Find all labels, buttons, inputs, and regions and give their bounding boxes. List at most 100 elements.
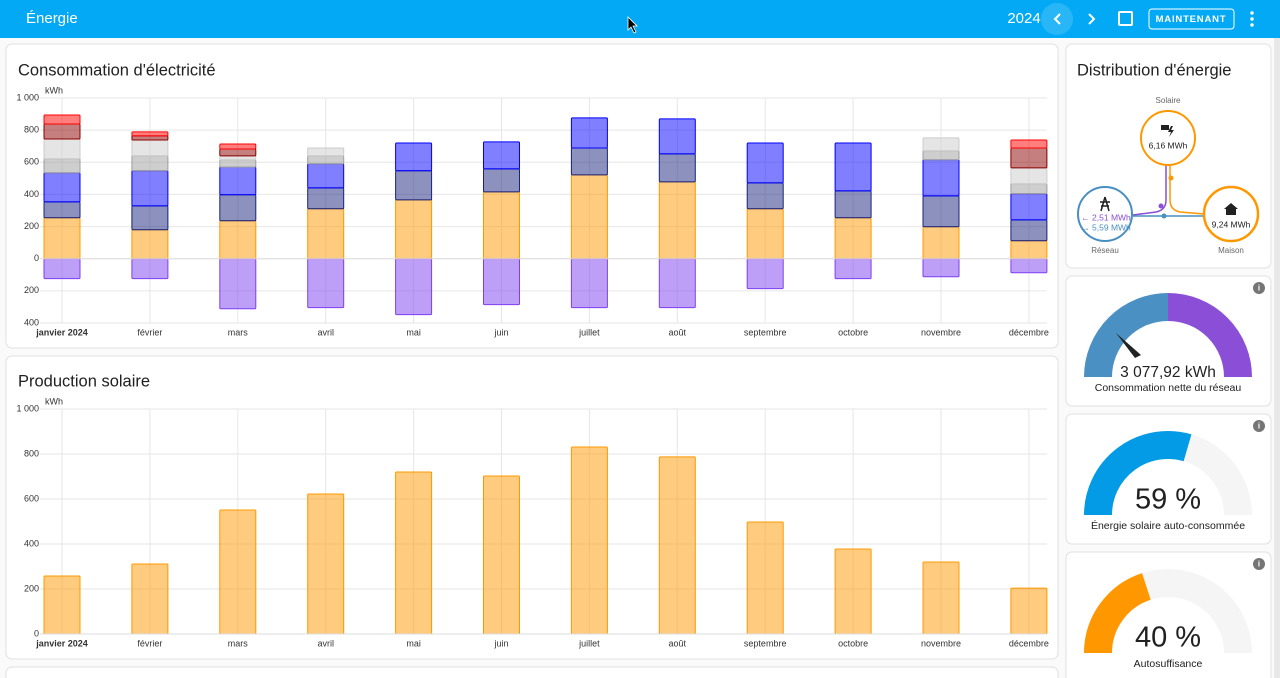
x-tick-label: mai <box>406 327 421 337</box>
gauge-value <box>1084 431 1192 516</box>
x-tick-label: janvier 2024 <box>35 638 88 648</box>
y-tick-label: 600 <box>24 493 39 503</box>
y-tick-label: 400 <box>24 538 39 548</box>
y-tick-label: 800 <box>24 448 39 458</box>
bar-segment <box>131 258 169 280</box>
bar-segment <box>219 194 257 222</box>
bar-segment <box>570 446 608 635</box>
bar-segment <box>834 217 872 260</box>
y-tick-label: 1 000 <box>16 92 39 102</box>
solar-icon <box>1161 125 1174 137</box>
bar-segment <box>307 163 345 189</box>
calendar-button[interactable] <box>1118 11 1133 26</box>
gauge-value-label: 40 % <box>1135 622 1201 654</box>
bar-segment <box>131 139 169 157</box>
bar-segment <box>307 258 345 309</box>
gauge-value-label: 59 % <box>1135 484 1201 516</box>
y-tick-label: 0 <box>34 253 39 263</box>
card <box>5 666 1059 678</box>
bar-segment <box>43 258 81 280</box>
unit-label: kWh <box>45 396 63 406</box>
grid-node <box>1077 186 1133 242</box>
bar-segment <box>43 138 81 160</box>
y-tick-label: 600 <box>24 157 39 167</box>
bar-segment <box>219 148 257 157</box>
bar-segment <box>570 117 608 149</box>
x-tick-label: juillet <box>578 327 600 337</box>
card <box>1065 551 1272 678</box>
bar-segment <box>219 258 257 310</box>
bar-segment <box>307 208 345 260</box>
next-button[interactable] <box>1088 13 1096 25</box>
gauge-label: Autosuffisance <box>1134 658 1203 670</box>
bar-segment <box>922 561 960 635</box>
bar-segment <box>570 147 608 176</box>
info-icon <box>1253 420 1265 432</box>
bar-segment <box>131 131 169 137</box>
bar-segment <box>658 181 696 260</box>
bar-segment <box>1010 219 1048 242</box>
bar-segment <box>658 153 696 183</box>
x-tick-label: avril <box>317 327 334 337</box>
bar-segment <box>834 142 872 192</box>
bar-segment <box>307 493 345 635</box>
bar-segment <box>307 155 345 165</box>
gauge-label: Énergie solaire auto-consommée <box>1091 519 1245 532</box>
bar-segment <box>131 205 169 231</box>
info-icon <box>1253 558 1265 570</box>
bar-segment <box>131 229 169 260</box>
y-tick-label: 200 <box>24 583 39 593</box>
scrollbar[interactable] <box>1274 38 1280 678</box>
card <box>5 355 1059 660</box>
solar-node <box>1140 110 1196 166</box>
bar-segment <box>43 217 81 260</box>
solar-label: Solaire <box>1156 96 1181 105</box>
grid-icon <box>1100 196 1110 212</box>
bar-segment <box>1010 193 1048 221</box>
x-tick-label: mars <box>228 638 248 648</box>
bar-segment <box>570 174 608 260</box>
flow-lines <box>1132 165 1205 217</box>
gauge-arc <box>1084 293 1169 378</box>
x-tick-label: juillet <box>578 638 600 648</box>
y-tick-label: 400 <box>24 189 39 199</box>
cursor <box>627 16 638 34</box>
bar-segment <box>1010 258 1048 274</box>
bar-segment <box>219 155 257 161</box>
prev-icon <box>1053 13 1061 25</box>
info-i: i <box>1258 560 1260 569</box>
bar-segment <box>746 258 784 290</box>
info-icon <box>1253 282 1265 294</box>
bar-segment <box>922 137 960 152</box>
bar-segment <box>483 191 520 260</box>
x-tick-label: février <box>137 327 162 337</box>
gauge-value <box>1084 573 1152 654</box>
bar-segment <box>43 575 81 635</box>
y-tick-label: 800 <box>24 125 39 135</box>
bar-segment <box>43 201 81 219</box>
gauge-value-label: 3 077,92 kWh <box>1120 364 1216 381</box>
x-tick-label: septembre <box>744 327 787 337</box>
bar-segment <box>131 170 169 207</box>
bar-segment <box>395 142 433 172</box>
x-tick-label: juin <box>493 327 508 337</box>
prev-button[interactable] <box>1041 3 1073 35</box>
bar-segment <box>1010 167 1048 185</box>
bar-segment <box>1010 587 1048 635</box>
gauge-label: Consommation nette du réseau <box>1095 382 1242 394</box>
x-tick-label: août <box>669 638 687 648</box>
chart-title: Production solaire <box>18 372 150 390</box>
x-tick-label: août <box>669 327 687 337</box>
bar-segment <box>307 147 345 157</box>
bar-segment <box>483 141 520 170</box>
menu-button[interactable] <box>1250 11 1254 27</box>
x-tick-label: mars <box>228 327 248 337</box>
x-tick-label: novembre <box>921 638 961 648</box>
bar-segment <box>658 118 696 155</box>
now-button[interactable] <box>1148 8 1235 30</box>
bar-segment <box>658 456 696 635</box>
flow-dot <box>1161 213 1167 219</box>
x-tick-label: janvier 2024 <box>35 327 88 337</box>
gauge-needle <box>1116 333 1141 358</box>
